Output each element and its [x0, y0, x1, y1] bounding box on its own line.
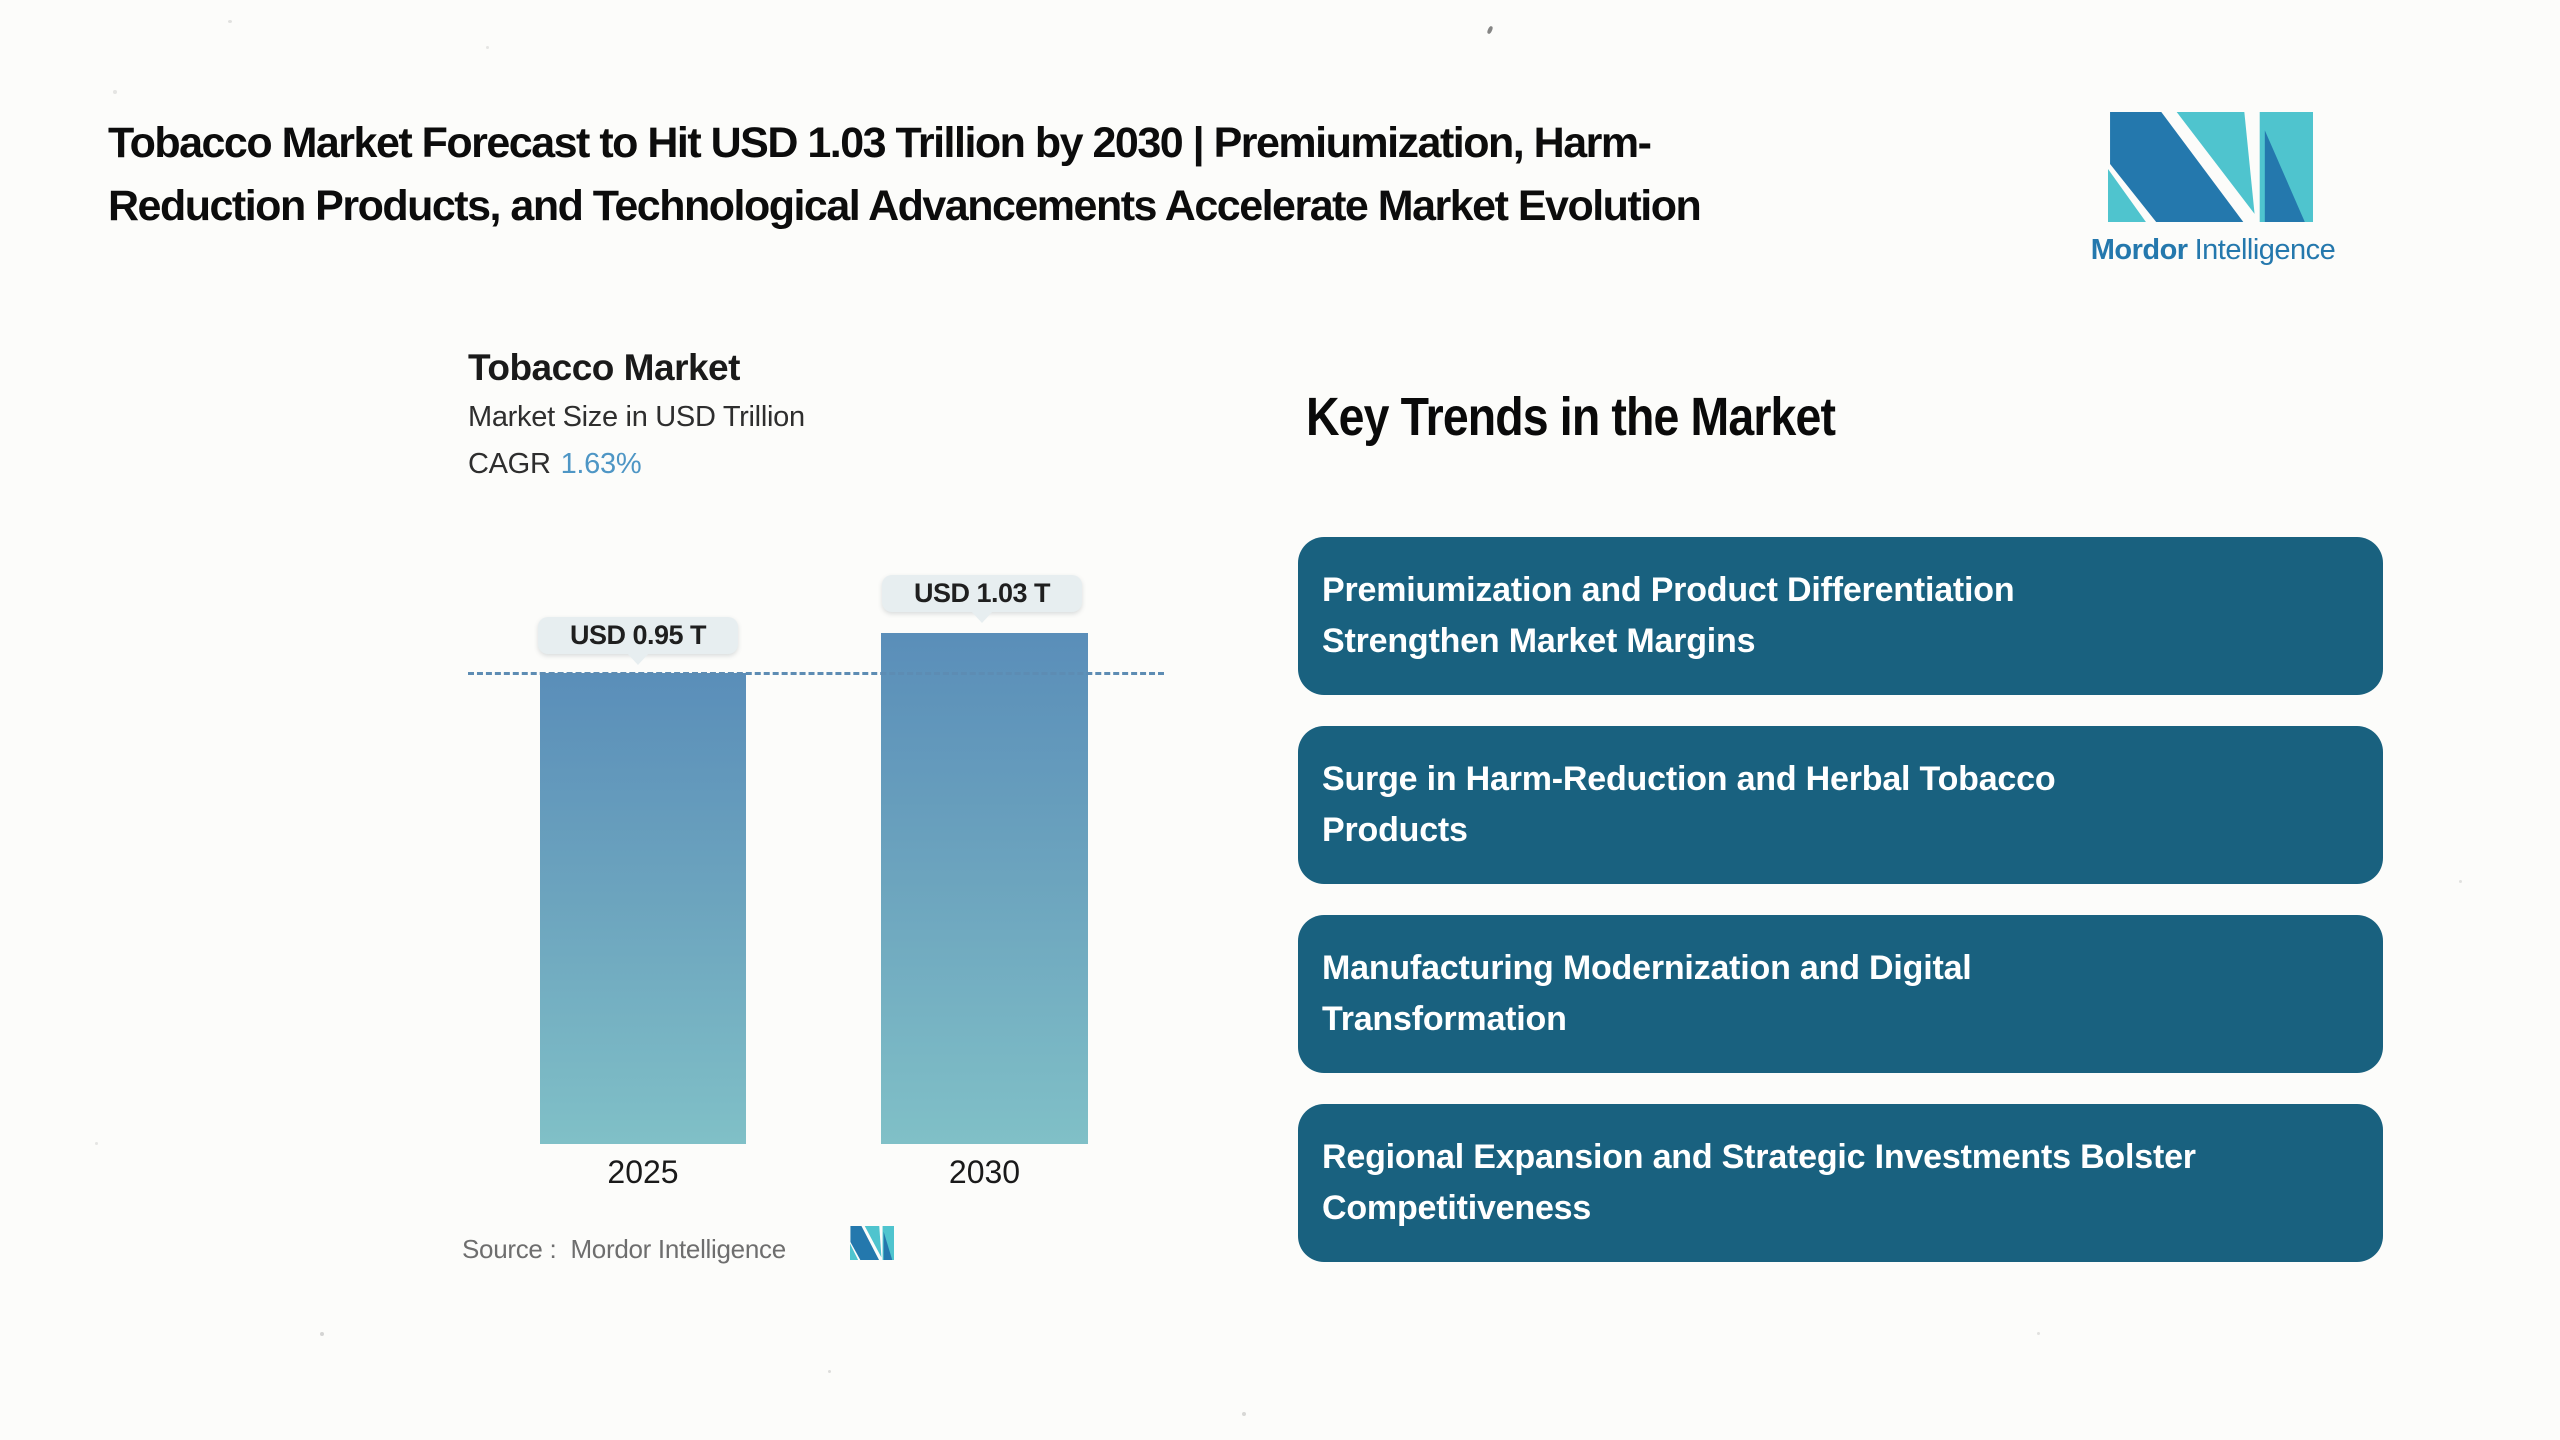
- speckle-dot: [113, 90, 117, 94]
- page-title-line1: Tobacco Market Forecast to Hit USD 1.03 …: [108, 119, 1652, 167]
- speckle-dot: [2037, 1332, 2040, 1335]
- bar-2030: [881, 633, 1088, 1144]
- bar-2025: [540, 673, 746, 1144]
- x-axis-label-2025: 2025: [607, 1154, 679, 1190]
- chart-title: Tobacco Market: [468, 347, 740, 388]
- trend-card-premiumization: Premiumization and Product Differentiati…: [1298, 537, 2383, 695]
- brand-logo: Mordor Intelligence: [2091, 112, 2336, 266]
- source-attribution: Source : Mordor Intelligence: [462, 1234, 786, 1265]
- trend-card-text-line1: Surge in Harm-Reduction and Herbal Tobac…: [1322, 760, 2056, 798]
- source-label: Source :: [462, 1234, 557, 1264]
- speckle-dot: [1242, 1412, 1246, 1416]
- chart-header: Tobacco Market Market Size in USD Trilli…: [468, 342, 805, 488]
- chart-subtitle: Market Size in USD Trillion: [468, 401, 805, 433]
- trend-card-text-line2: Products: [1322, 811, 1468, 849]
- brand-name-bold: Mordor: [2090, 234, 2188, 266]
- trend-card-text-line1: Regional Expansion and Strategic Investm…: [1322, 1138, 2196, 1176]
- bar-chart-plot-area: [540, 633, 1088, 1144]
- trend-card-text-line2: Strengthen Market Margins: [1322, 622, 1756, 660]
- trend-card-text-line2: Transformation: [1322, 1000, 1567, 1038]
- key-trends-heading: Key Trends in the Market: [1306, 387, 1836, 447]
- source-value: Mordor Intelligence: [570, 1234, 786, 1264]
- speckle-dot: [486, 46, 489, 49]
- x-axis-label-2030: 2030: [948, 1154, 1021, 1190]
- speckle-dot: [95, 1142, 98, 1145]
- value-label-2025: USD 0.95 T: [569, 620, 707, 650]
- source-logo-icon: [850, 1226, 894, 1260]
- brand-wordmark: Mordor Intelligence: [2088, 234, 2338, 267]
- trend-card-text-line2: Competitiveness: [1322, 1189, 1592, 1227]
- trend-card-manufacturing: Manufacturing Modernization and Digital …: [1298, 915, 2383, 1073]
- mordor-intelligence-logo-icon: [2108, 112, 2313, 222]
- page-title-line2: Reduction Products, and Technological Ad…: [108, 182, 1702, 230]
- trend-card-harm-reduction: Surge in Harm-Reduction and Herbal Tobac…: [1298, 726, 2383, 884]
- chart-cagr: CAGR 1.63%: [468, 441, 805, 488]
- cagr-label: CAGR: [468, 448, 551, 480]
- value-callout-2030: USD 1.03 T: [882, 575, 1082, 612]
- value-label-2030: USD 1.03 T: [913, 578, 1051, 608]
- speckle-dot: [2459, 880, 2462, 883]
- brand-name-light: Intelligence: [2194, 234, 2336, 266]
- trend-card-text-line1: Premiumization and Product Differentiati…: [1322, 571, 2015, 609]
- cagr-value: 1.63%: [560, 448, 642, 480]
- trend-card-regional-expansion: Regional Expansion and Strategic Investm…: [1298, 1104, 2383, 1262]
- page-title: Tobacco Market Forecast to Hit USD 1.03 …: [108, 112, 1702, 238]
- reference-dashed-line: [468, 672, 1164, 675]
- speckle-dot: [320, 1332, 324, 1336]
- trend-card-text-line1: Manufacturing Modernization and Digital: [1322, 949, 1972, 987]
- value-callout-2025: USD 0.95 T: [538, 617, 738, 654]
- speckle-dot: [228, 20, 232, 23]
- speckle-dot: [828, 1370, 831, 1373]
